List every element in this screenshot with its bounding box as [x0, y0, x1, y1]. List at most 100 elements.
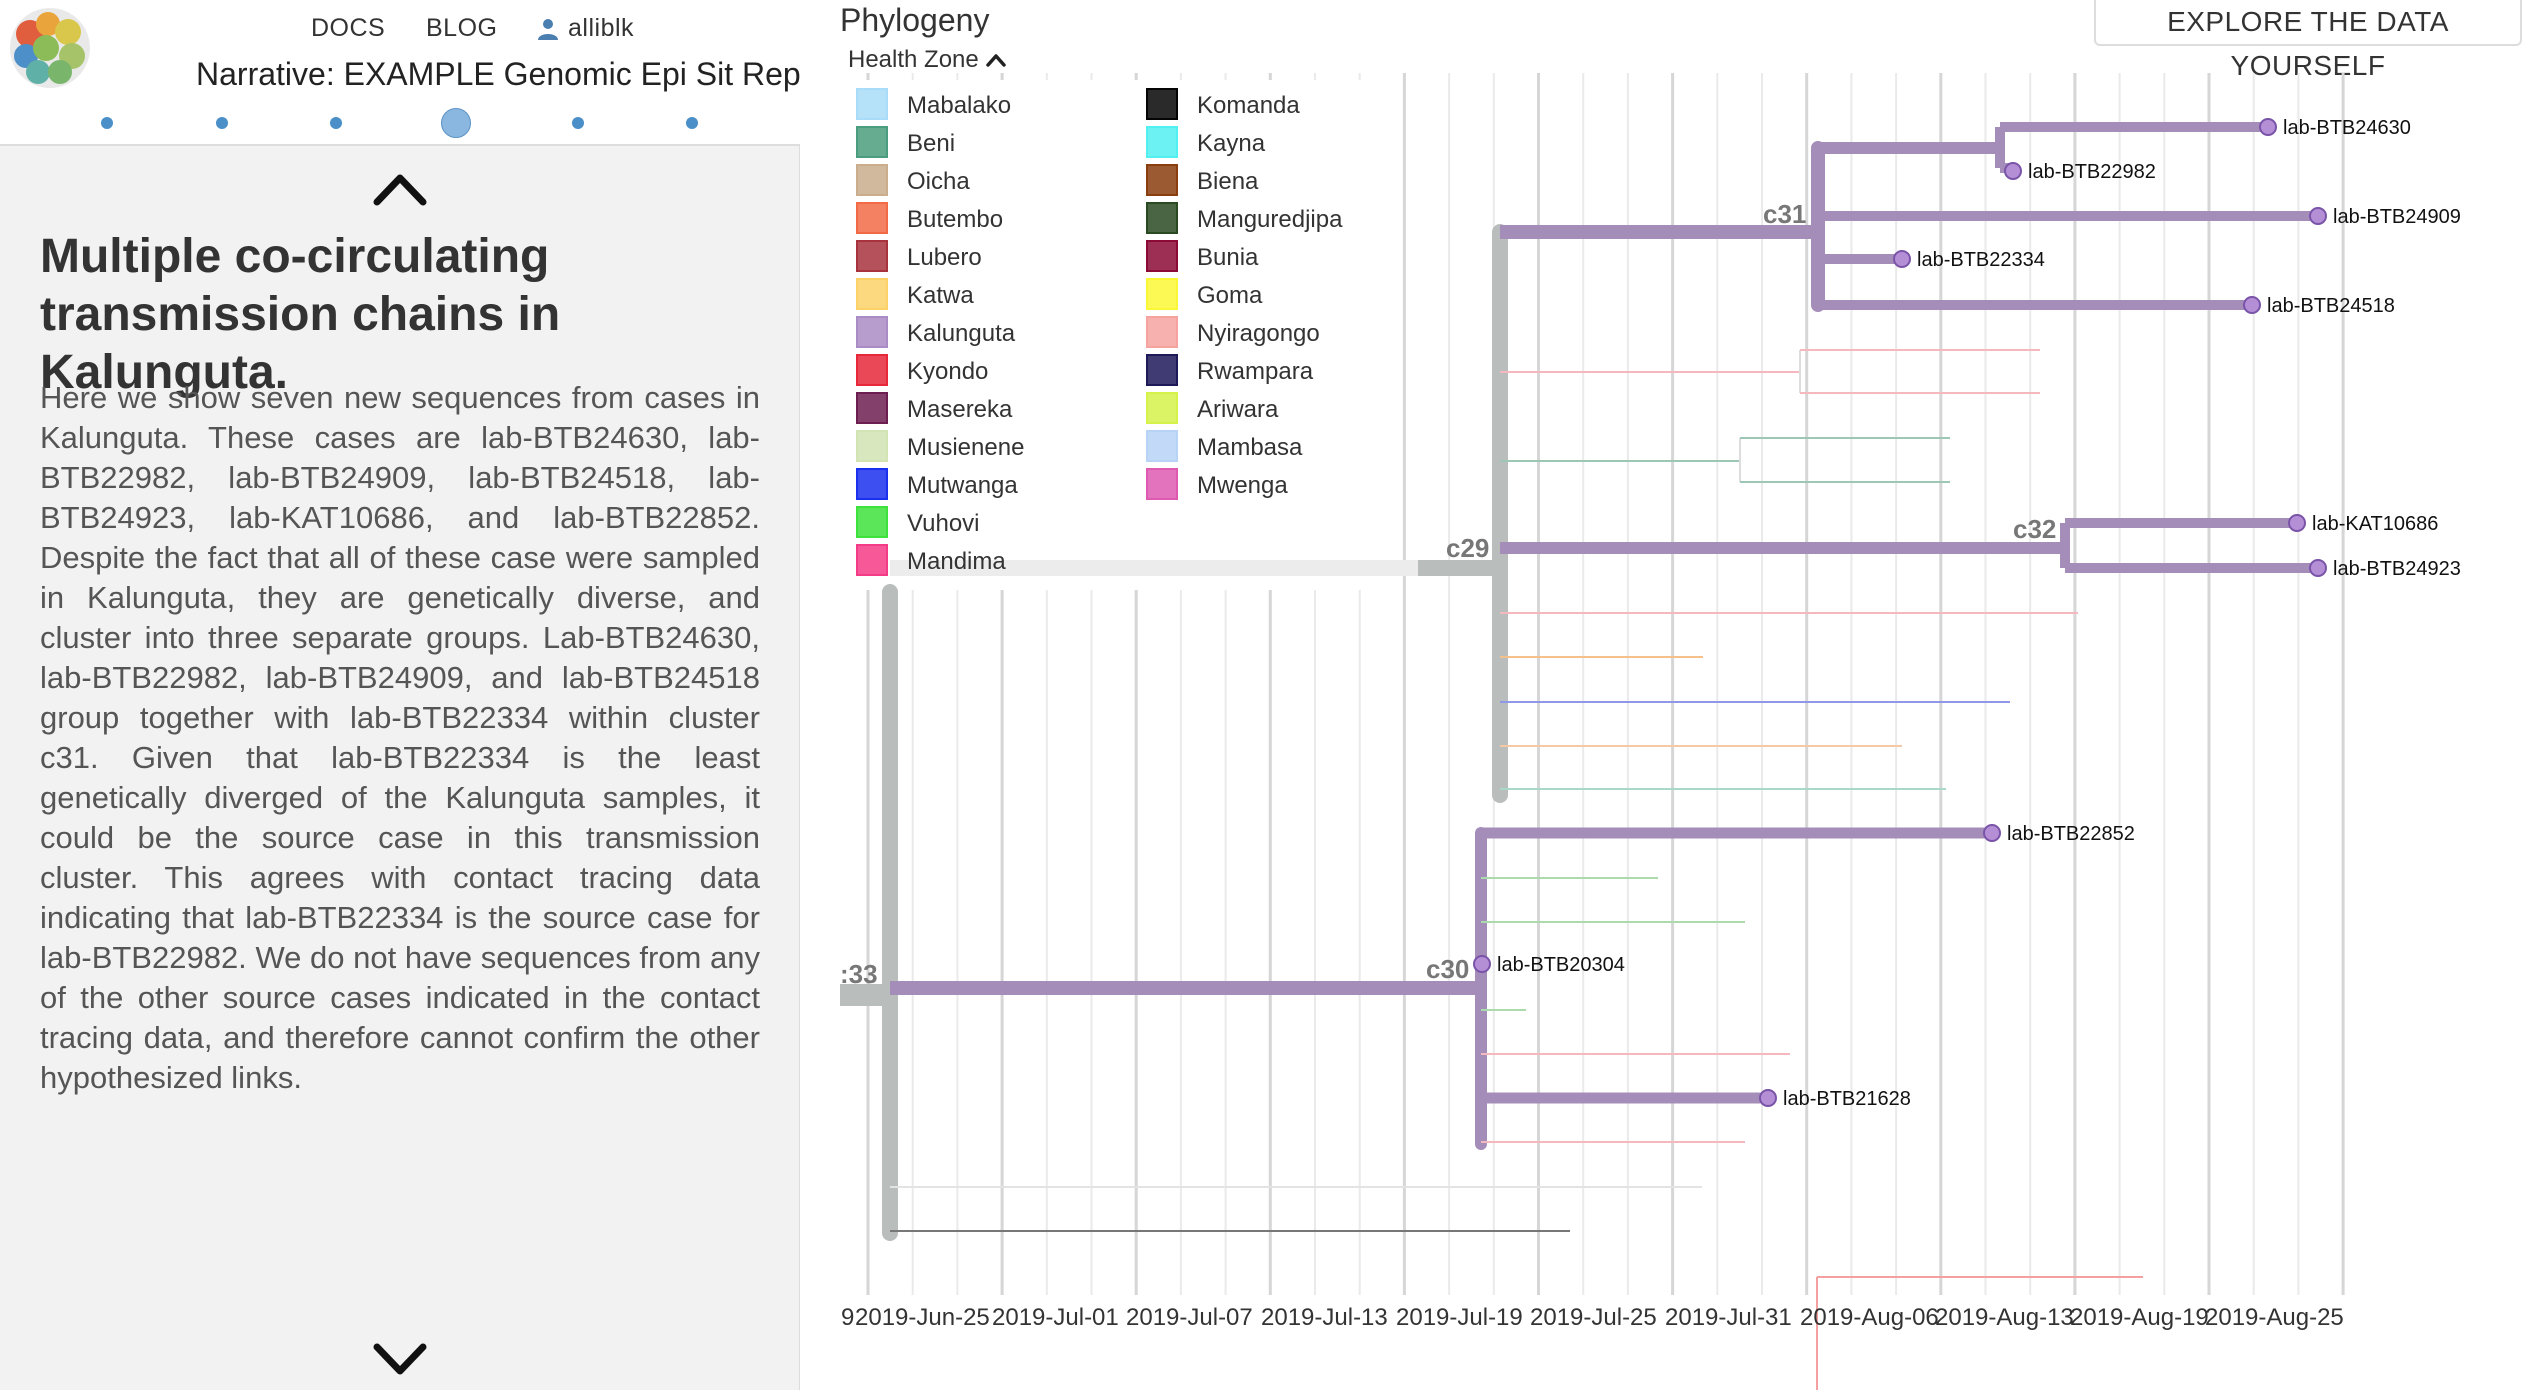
tip-label[interactable]: lab-BTB24923	[2333, 558, 2461, 580]
tip-node[interactable]	[1893, 250, 1911, 268]
legend-swatch[interactable]	[1146, 468, 1178, 500]
legend-swatch[interactable]	[1146, 164, 1178, 196]
progress-dot-5[interactable]	[572, 117, 584, 129]
legend-swatch[interactable]	[856, 164, 888, 196]
legend-swatch[interactable]	[1146, 316, 1178, 348]
legend-label[interactable]: Kayna	[1197, 130, 1266, 157]
legend-swatch[interactable]	[1146, 240, 1178, 272]
legend-swatch[interactable]	[856, 430, 888, 462]
clade-label-c29: c29	[1446, 533, 1489, 563]
legend-swatch[interactable]	[1146, 430, 1178, 462]
tip-node[interactable]	[2004, 162, 2022, 180]
tip-label[interactable]: lab-BTB22334	[1917, 249, 2045, 271]
user-icon	[538, 18, 558, 40]
progress-dot-4-active[interactable]	[441, 108, 471, 138]
time-axis: 9 2019-Jun-25 2019-Jul-01 2019-Jul-07 2019-J…	[841, 1304, 2344, 1331]
tip-label[interactable]: lab-KAT10686	[2312, 513, 2438, 535]
legend-title: Health Zone	[848, 46, 979, 73]
progress-dot-1[interactable]	[101, 117, 113, 129]
legend-label[interactable]: Mandima	[907, 548, 1006, 575]
clade-label-c33: :33	[840, 959, 878, 989]
legend-label[interactable]: Oicha	[907, 168, 970, 195]
tip-label[interactable]: lab-BTB24518	[2267, 295, 2395, 317]
legend-label[interactable]: Masereka	[907, 396, 1013, 423]
tip-node[interactable]	[2259, 118, 2277, 136]
legend-swatch[interactable]	[856, 202, 888, 234]
axis-tick-label: 2019-Jul-25	[1530, 1304, 1657, 1331]
legend-label[interactable]: Nyiragongo	[1197, 320, 1320, 347]
tip-label[interactable]: lab-BTB24909	[2333, 206, 2461, 228]
tip-node[interactable]	[1983, 824, 2001, 842]
tip-label[interactable]: lab-BTB22982	[2028, 161, 2156, 183]
legend-swatch[interactable]	[1146, 392, 1178, 424]
legend-label[interactable]: Rwampara	[1197, 358, 1314, 385]
tip-node[interactable]	[2309, 207, 2327, 225]
tips	[1473, 118, 2327, 1107]
legend-swatch[interactable]	[856, 240, 888, 272]
legend-label[interactable]: Lubero	[907, 244, 982, 271]
tip-node[interactable]	[1473, 955, 1491, 973]
legend-label[interactable]: Vuhovi	[907, 510, 980, 537]
tip-label[interactable]: lab-BTB21628	[1783, 1088, 1911, 1110]
legend-label[interactable]: Mambasa	[1197, 434, 1303, 461]
tip-label[interactable]: lab-BTB24630	[2283, 117, 2411, 139]
legend-label[interactable]: Biena	[1197, 168, 1259, 195]
legend-swatch[interactable]	[856, 88, 888, 120]
tip-label[interactable]: lab-BTB20304	[1497, 954, 1625, 976]
phylogeny-tree[interactable]: c31 c29 c32 c30 :33 lab-BTB24630lab-BTB2…	[800, 0, 2528, 1390]
narrative-title: Narrative: EXAMPLE Genomic Epi Sit Rep	[196, 56, 801, 92]
progress-dot-3[interactable]	[330, 117, 342, 129]
legend-label[interactable]: Katwa	[907, 282, 974, 309]
legend-label[interactable]: Kyondo	[907, 358, 988, 385]
legend-label[interactable]: Komanda	[1197, 92, 1300, 119]
time-grid	[840, 73, 2345, 1295]
tip-node[interactable]	[2309, 559, 2327, 577]
axis-tick-label: 2019-Jun-25	[855, 1304, 990, 1331]
legend-label[interactable]: Ariwara	[1197, 396, 1279, 423]
chevron-down-icon[interactable]	[373, 1343, 427, 1377]
legend-label[interactable]: Goma	[1197, 282, 1263, 309]
legend-label[interactable]: Beni	[907, 130, 955, 157]
tip-label[interactable]: lab-BTB22852	[2007, 823, 2135, 845]
legend-swatch[interactable]	[856, 278, 888, 310]
docs-link[interactable]: DOCS	[311, 14, 386, 42]
legend-label[interactable]: Mabalako	[907, 92, 1011, 119]
legend-swatch[interactable]	[856, 506, 888, 538]
legend-swatch[interactable]	[1146, 202, 1178, 234]
legend-label[interactable]: Butembo	[907, 206, 1003, 233]
explore-data-button[interactable]: EXPLORE THE DATA YOURSELF	[2094, 0, 2522, 81]
legend-swatch[interactable]	[856, 468, 888, 500]
legend-label[interactable]: Manguredjipa	[1197, 206, 1343, 233]
tip-node[interactable]	[2288, 514, 2306, 532]
nextstrain-logo-icon[interactable]	[8, 6, 92, 90]
legend-swatch[interactable]	[1146, 126, 1178, 158]
legend-swatch[interactable]	[1146, 88, 1178, 120]
legend-swatch[interactable]	[856, 544, 888, 576]
clade-label-c32: c32	[2013, 514, 2056, 544]
legend-swatch[interactable]	[856, 316, 888, 348]
axis-tick-label: 2019-Aug-06	[1800, 1304, 1939, 1331]
slide-body-text: Here we show seven new sequences from ca…	[40, 380, 760, 1095]
legend-label[interactable]: Mutwanga	[907, 472, 1018, 499]
user-menu[interactable]: alliblk	[536, 14, 634, 43]
legend-swatch[interactable]	[856, 392, 888, 424]
tree-branches	[840, 122, 2318, 1390]
axis-tick-label: 2019-Aug-25	[2205, 1304, 2344, 1331]
axis-tick-label: 2019-Jul-19	[1396, 1304, 1523, 1331]
legend-label[interactable]: Bunia	[1197, 244, 1259, 271]
progress-dot-2[interactable]	[216, 117, 228, 129]
chevron-up-icon[interactable]	[373, 172, 427, 206]
legend-label[interactable]: Mwenga	[1197, 472, 1288, 499]
legend-swatch[interactable]	[1146, 278, 1178, 310]
legend-swatch[interactable]	[856, 354, 888, 386]
tip-node[interactable]	[2243, 296, 2261, 314]
legend-toggle[interactable]: Health Zone	[848, 46, 1007, 74]
blog-link[interactable]: BLOG	[426, 14, 498, 42]
tip-node[interactable]	[1759, 1089, 1777, 1107]
panel-title: Phylogeny	[840, 2, 990, 38]
legend-swatch[interactable]	[856, 126, 888, 158]
progress-dot-6[interactable]	[686, 117, 698, 129]
legend-swatch[interactable]	[1146, 354, 1178, 386]
legend-label[interactable]: Musienene	[907, 434, 1024, 461]
legend-label[interactable]: Kalunguta	[907, 320, 1016, 347]
